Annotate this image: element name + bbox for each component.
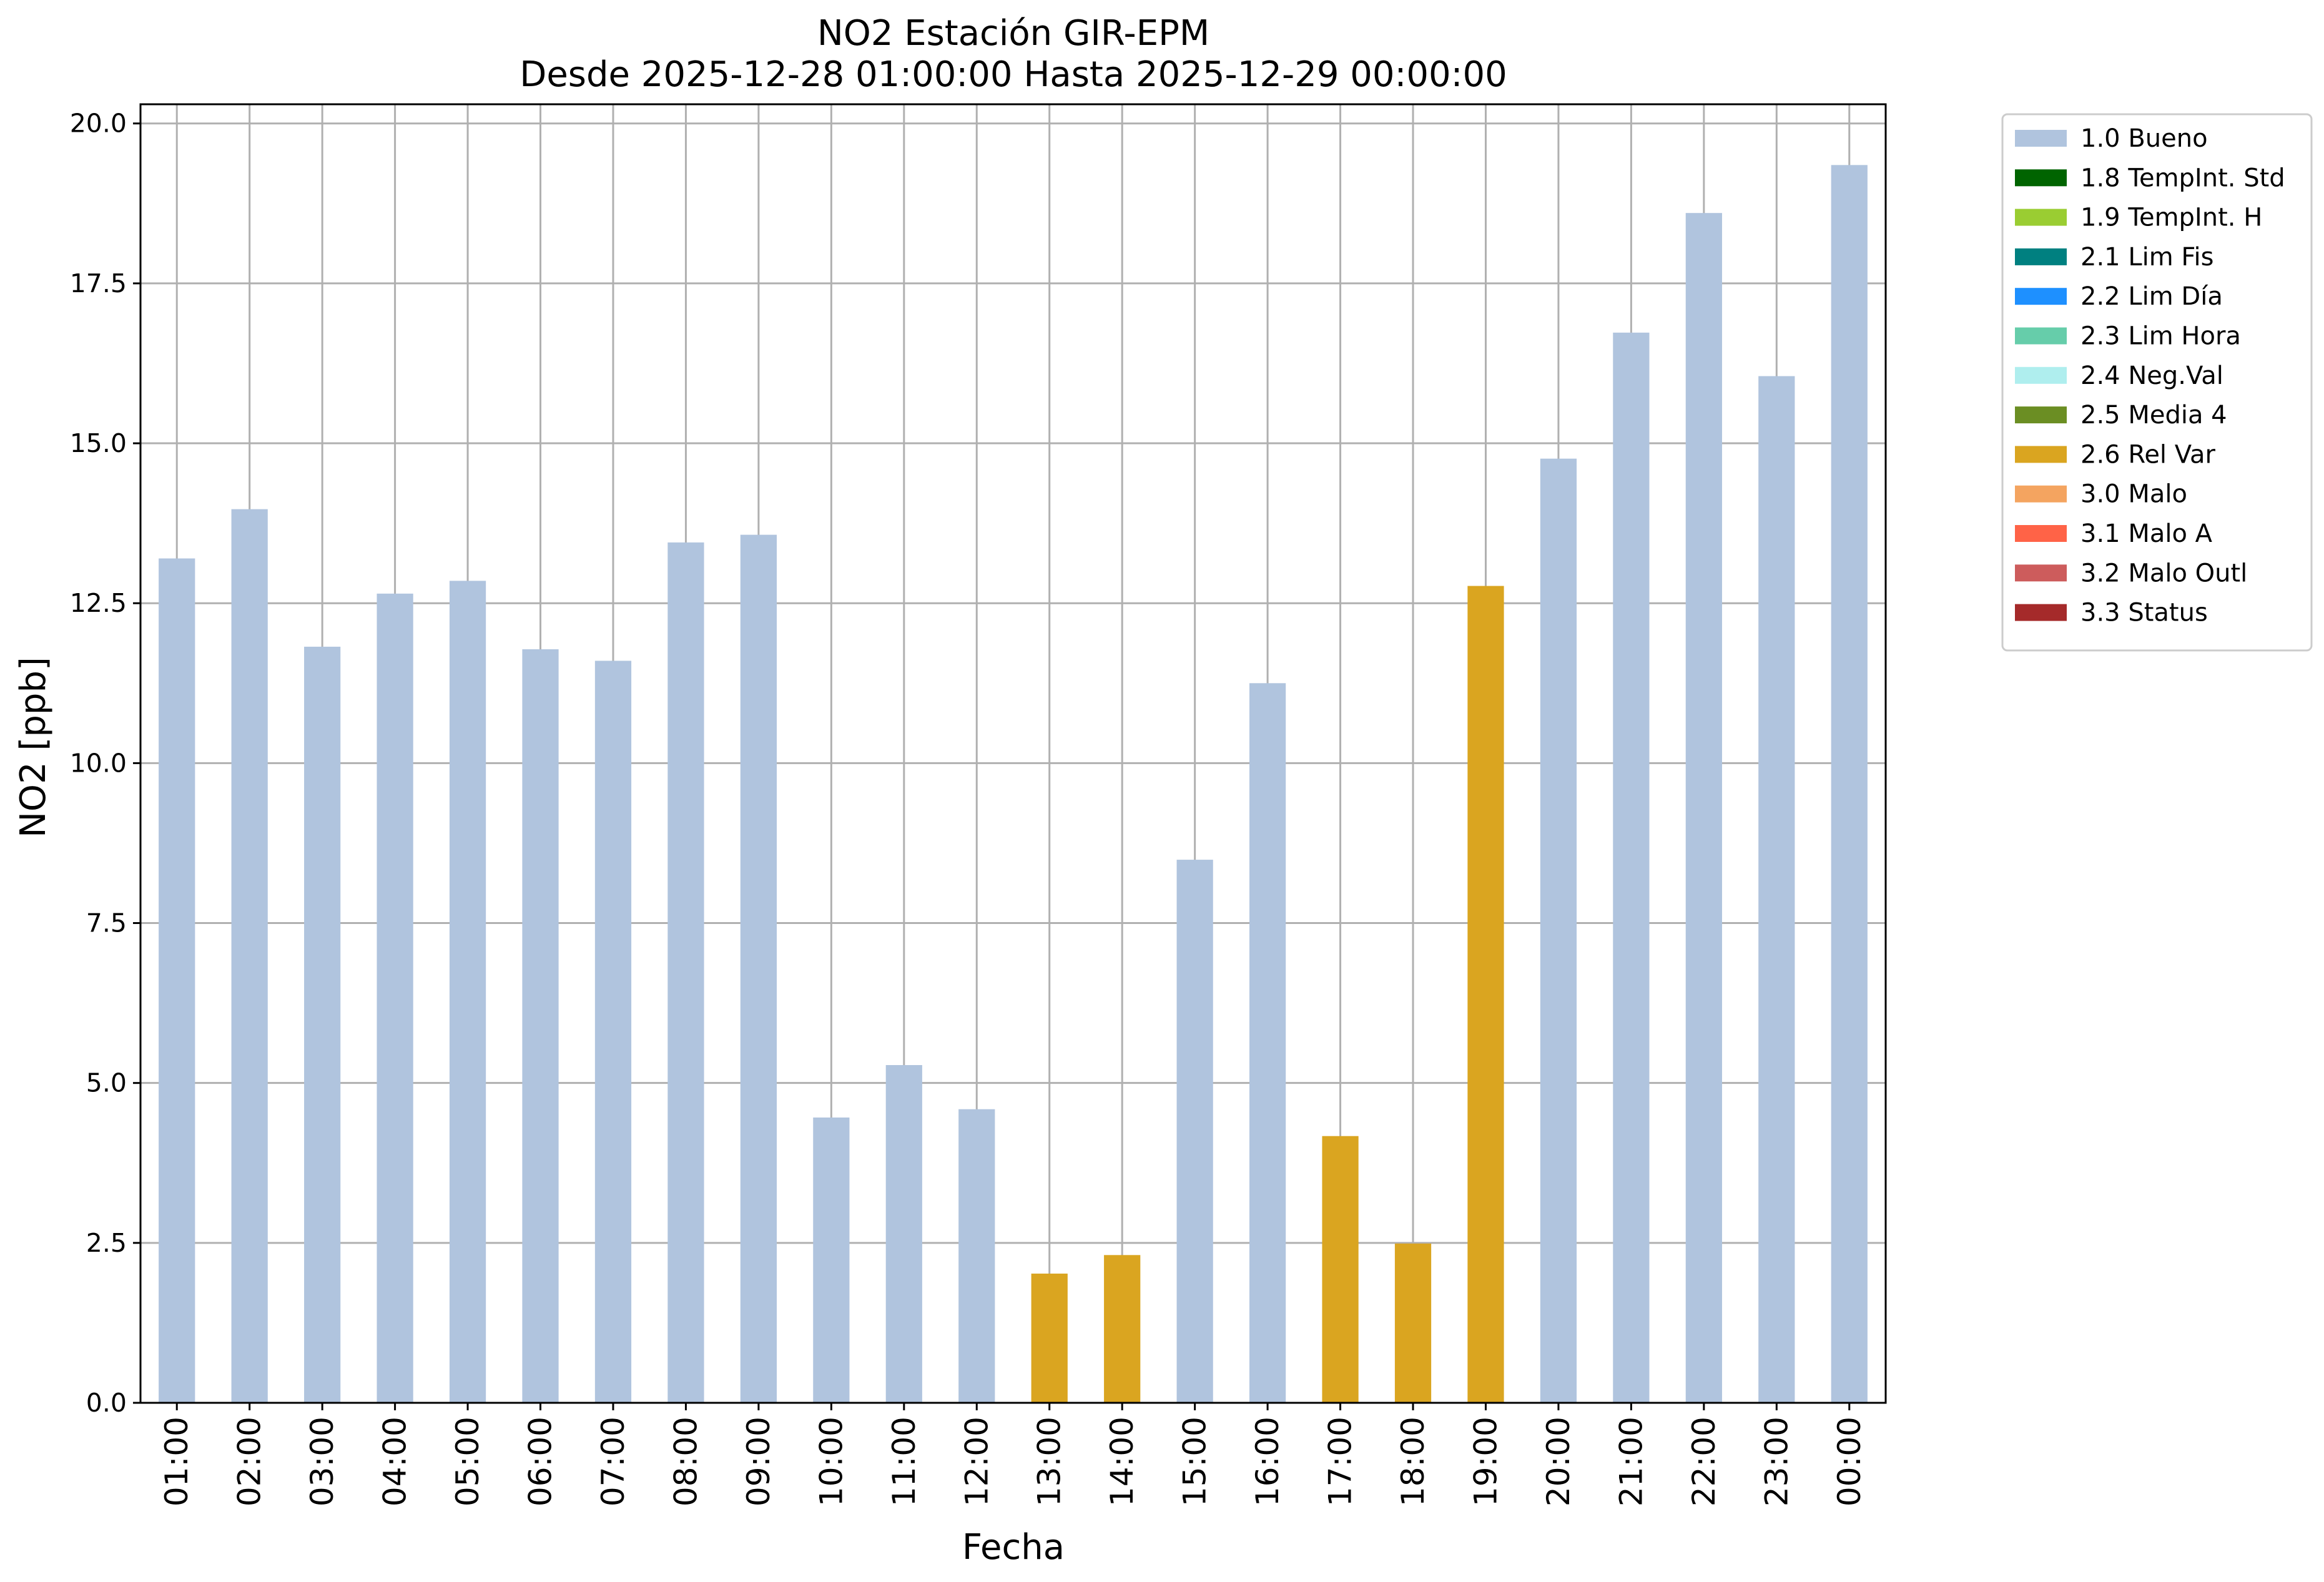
bar [740, 534, 777, 1403]
y-tick-label: 5.0 [86, 1068, 127, 1098]
legend-swatch [2015, 485, 2067, 503]
legend-label: 2.5 Media 4 [2080, 401, 2227, 430]
x-tick-label: 20:00 [1540, 1417, 1577, 1506]
x-tick-label: 16:00 [1249, 1417, 1286, 1506]
x-tick-label: 12:00 [958, 1417, 995, 1506]
x-tick-label: 19:00 [1467, 1417, 1504, 1506]
legend-swatch [2015, 130, 2067, 147]
bar [667, 542, 704, 1403]
legend-label: 3.2 Malo Outl [2080, 559, 2247, 587]
chart-subtitle: Desde 2025-12-28 01:00:00 Hasta 2025-12-… [519, 54, 1507, 95]
legend-swatch [2015, 446, 2067, 463]
legend-swatch [2015, 288, 2067, 305]
x-tick-label: 14:00 [1104, 1417, 1140, 1506]
x-tick-label: 23:00 [1758, 1417, 1795, 1506]
bar [1685, 213, 1722, 1403]
bar [1540, 458, 1577, 1403]
bar [1758, 376, 1795, 1403]
x-tick-label: 10:00 [813, 1417, 849, 1506]
legend-swatch [2015, 564, 2067, 582]
x-tick-label: 01:00 [159, 1417, 195, 1506]
legend-swatch [2015, 525, 2067, 542]
x-tick-label: 18:00 [1395, 1417, 1431, 1506]
chart-title: NO2 Estación GIR-EPM [817, 13, 1209, 54]
y-tick-label: 12.5 [70, 588, 127, 618]
legend: 1.0 Bueno 1.8 TempInt. Std 1.9 TempInt. H 2… [2001, 113, 2313, 652]
x-tick-label: 17:00 [1322, 1417, 1359, 1506]
bar [1394, 1243, 1432, 1403]
bar [522, 649, 559, 1403]
x-tick-label: 07:00 [595, 1417, 631, 1506]
bars [159, 165, 1868, 1403]
x-tick-label: 02:00 [232, 1417, 268, 1506]
legend-swatch [2015, 406, 2067, 424]
bar [594, 661, 632, 1403]
bar [1031, 1274, 1068, 1403]
x-tick-label: 15:00 [1177, 1417, 1213, 1506]
legend-label: 1.9 TempInt. H [2080, 204, 2262, 232]
bar [958, 1109, 995, 1403]
y-tick-label: 0.0 [86, 1388, 127, 1418]
bar [1831, 165, 1868, 1403]
y-axis-ticks: 0.0 2.5 5.0 7.5 10.0 12.5 15.0 17.5 20.0 [70, 109, 140, 1418]
bar [304, 646, 341, 1403]
x-axis-ticks: 01:00 02:00 03:00 04:00 05:00 06:00 07:00 08:00… [159, 1403, 1868, 1506]
legend-swatch [2015, 169, 2067, 187]
bar [1249, 683, 1286, 1403]
legend-label: 2.4 Neg.Val [2080, 361, 2223, 390]
x-tick-label: 04:00 [377, 1417, 413, 1506]
x-tick-label: 13:00 [1032, 1417, 1068, 1506]
bar [231, 509, 268, 1403]
legend-label: 1.8 TempInt. Std [2080, 164, 2285, 192]
bar [1322, 1136, 1359, 1403]
bar [377, 593, 413, 1403]
legend-label: 1.0 Bueno [2080, 124, 2208, 153]
x-tick-label: 00:00 [1831, 1417, 1868, 1506]
x-tick-label: 21:00 [1613, 1417, 1649, 1506]
x-tick-label: 06:00 [523, 1417, 559, 1506]
bar [1104, 1255, 1141, 1403]
y-tick-label: 2.5 [86, 1228, 127, 1258]
bar [449, 581, 486, 1403]
legend-swatch [2015, 248, 2067, 265]
x-tick-label: 08:00 [667, 1417, 704, 1506]
x-tick-label: 03:00 [304, 1417, 340, 1506]
y-tick-label: 7.5 [86, 908, 127, 938]
legend-swatch [2015, 366, 2067, 384]
legend-swatch [2015, 604, 2067, 621]
bar [1613, 332, 1650, 1403]
x-tick-label: 22:00 [1686, 1417, 1722, 1506]
legend-swatch [2015, 209, 2067, 226]
y-tick-label: 20.0 [70, 109, 127, 139]
bar [1176, 860, 1213, 1403]
x-tick-label: 09:00 [741, 1417, 777, 1506]
y-tick-label: 10.0 [70, 748, 127, 778]
legend-label: 3.0 Malo [2080, 480, 2187, 509]
bar [813, 1118, 850, 1403]
y-tick-label: 15.0 [70, 428, 127, 458]
legend-box [2001, 113, 2313, 652]
bar [1467, 586, 1504, 1403]
x-tick-label: 11:00 [886, 1417, 922, 1506]
legend-label: 2.1 Lim Fis [2080, 243, 2213, 272]
y-axis-label: NO2 [ppb] [13, 657, 54, 838]
plot-frame [139, 103, 1887, 1404]
bar [159, 558, 195, 1403]
legend-label: 2.2 Lim Día [2080, 282, 2223, 311]
bar [885, 1064, 922, 1403]
legend-label: 3.1 Malo A [2080, 519, 2213, 548]
legend-swatch [2015, 327, 2067, 345]
x-axis-label: Fecha [962, 1527, 1065, 1568]
y-tick-label: 17.5 [70, 268, 127, 298]
legend-label: 2.3 Lim Hora [2080, 322, 2241, 351]
legend-label: 3.3 Status [2080, 599, 2208, 627]
legend-label: 2.6 Rel Var [2080, 440, 2216, 469]
x-tick-label: 05:00 [450, 1417, 486, 1506]
